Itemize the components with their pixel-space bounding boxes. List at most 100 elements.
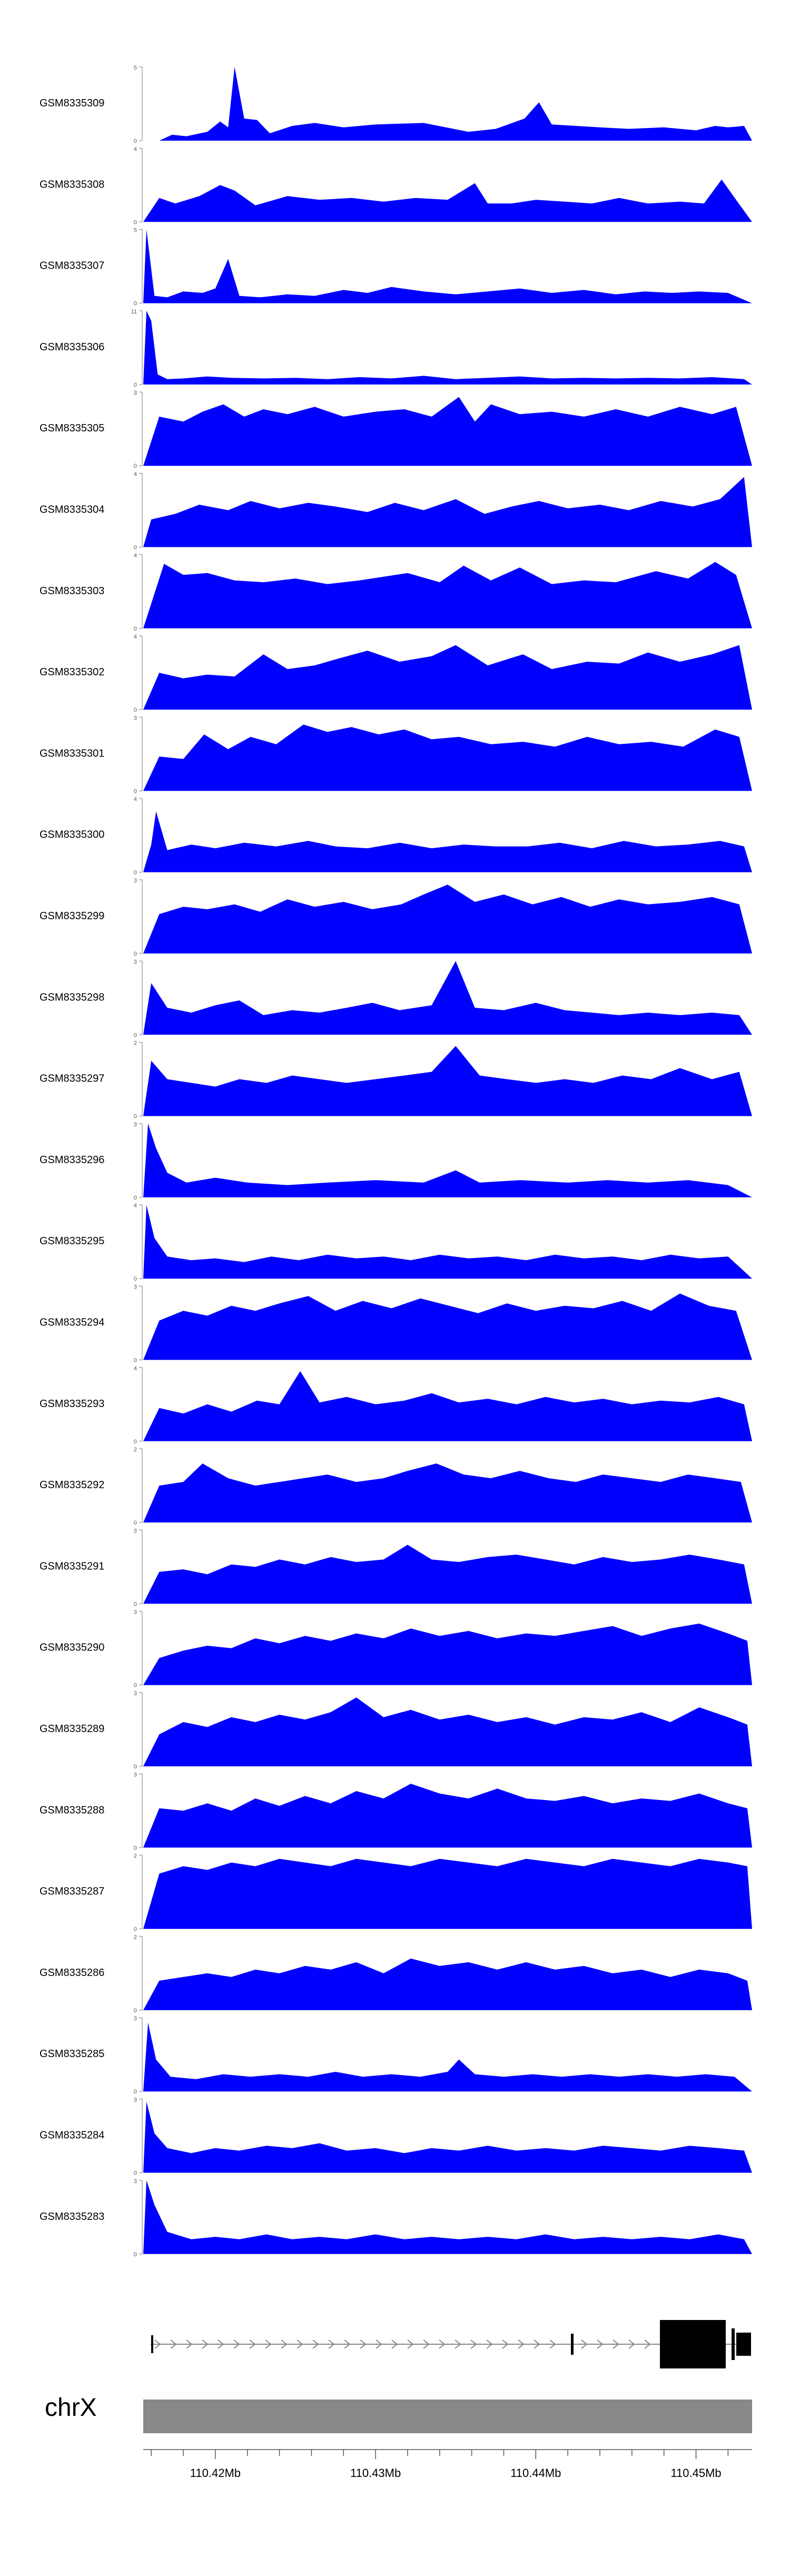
y-axis-min-label: 0 xyxy=(134,788,137,794)
y-axis-max-label: 3 xyxy=(134,1284,137,1291)
track-GSM8335306: GSM8335306 11 0 xyxy=(39,309,752,388)
strand-arrow-icon xyxy=(202,2339,209,2349)
strand-arrow-icon xyxy=(628,2339,635,2349)
track-GSM8335290: GSM8335290 3 0 xyxy=(39,1609,752,1689)
strand-arrow-icon xyxy=(328,2339,335,2349)
y-axis-max-label: 5 xyxy=(134,228,137,234)
y-axis-min-label: 0 xyxy=(134,870,137,876)
strand-arrow-icon xyxy=(534,2339,540,2349)
y-axis-min-label: 0 xyxy=(134,382,137,388)
y-axis-max-label: 4 xyxy=(134,1203,137,1209)
track-GSM8335286: GSM8335286 2 0 xyxy=(39,1934,752,2014)
track-label: GSM8335298 xyxy=(39,991,104,1003)
track-label: GSM8335296 xyxy=(39,1154,104,1166)
y-axis-min-label: 0 xyxy=(134,301,137,307)
y-axis-min-label: 0 xyxy=(134,626,137,632)
y-axis-max-label: 11 xyxy=(131,309,137,315)
track-label: GSM8335307 xyxy=(39,260,104,272)
coverage-area xyxy=(143,1293,752,1360)
y-axis-min-label: 0 xyxy=(134,1358,137,1364)
y-axis-max-label: 4 xyxy=(134,146,137,152)
y-axis-max-label: 4 xyxy=(134,471,137,478)
track-GSM8335309: GSM8335309 5 0 xyxy=(39,65,752,144)
coverage-area xyxy=(143,310,752,385)
x-axis-tick-label: 110.45Mb xyxy=(670,2466,721,2480)
y-axis-max-label: 3 xyxy=(134,2097,137,2103)
track-label: GSM8335299 xyxy=(39,910,104,922)
chromosome-bar xyxy=(143,2400,752,2433)
y-axis-max-label: 3 xyxy=(134,2015,137,2022)
y-axis-min-label: 0 xyxy=(134,1601,137,1607)
track-GSM8335293: GSM8335293 4 0 xyxy=(39,1365,752,1445)
track-GSM8335284: GSM8335284 3 0 xyxy=(39,2097,752,2177)
coverage-area xyxy=(143,724,752,791)
y-axis-max-label: 3 xyxy=(134,1609,137,1616)
track-label: GSM8335301 xyxy=(39,748,104,759)
coverage-area xyxy=(143,562,752,628)
y-axis-min-label: 0 xyxy=(134,707,137,713)
y-axis-min-label: 0 xyxy=(134,1276,137,1282)
strand-arrow-icon xyxy=(644,2339,651,2349)
y-axis-max-label: 2 xyxy=(134,1934,137,1941)
y-axis-max-label: 2 xyxy=(134,1447,137,1453)
track-label: GSM8335294 xyxy=(39,1317,104,1329)
chromosome-label: chrX xyxy=(45,2394,97,2422)
strand-arrow-icon xyxy=(455,2339,461,2349)
strand-arrow-icon xyxy=(597,2339,604,2349)
coverage-area xyxy=(143,2022,752,2092)
coverage-area xyxy=(143,179,752,222)
y-axis-min-label: 0 xyxy=(134,2251,137,2258)
track-label: GSM8335304 xyxy=(39,504,104,516)
y-axis-min-label: 0 xyxy=(134,2170,137,2177)
coverage-area xyxy=(143,2180,752,2254)
track-label: GSM8335283 xyxy=(39,2211,104,2223)
genome-axis-track: chrX 110.42Mb 110.43Mb 110.44Mb 110.45Mb xyxy=(45,2394,752,2480)
coverage-area xyxy=(143,1624,752,1685)
strand-arrow-icon xyxy=(391,2339,398,2349)
strand-arrow-icon xyxy=(218,2339,224,2349)
coverage-area xyxy=(143,1371,752,1441)
coverage-area xyxy=(143,2101,752,2173)
gene-exon-block xyxy=(660,2320,726,2368)
track-label: GSM8335285 xyxy=(39,2048,104,2060)
y-axis-min-label: 0 xyxy=(134,1764,137,1770)
track-GSM8335297: GSM8335297 2 0 xyxy=(39,1040,752,1120)
track-label: GSM8335309 xyxy=(39,97,104,109)
y-axis-max-label: 3 xyxy=(134,1772,137,1778)
strand-arrow-icon xyxy=(581,2339,588,2349)
x-axis-tick-label: 110.42Mb xyxy=(190,2466,241,2480)
coverage-area xyxy=(143,1123,752,1197)
track-GSM8335292: GSM8335292 2 0 xyxy=(39,1447,752,1526)
y-axis-max-label: 4 xyxy=(134,797,137,803)
strand-arrow-icon xyxy=(154,2339,161,2349)
strand-arrow-icon xyxy=(549,2339,556,2349)
coverage-area xyxy=(143,397,752,466)
track-GSM8335303: GSM8335303 4 0 xyxy=(39,553,752,632)
strand-arrow-icon xyxy=(312,2339,319,2349)
coverage-area xyxy=(143,1463,752,1523)
coverage-area xyxy=(143,67,752,141)
y-axis-max-label: 2 xyxy=(134,1040,137,1047)
coverage-tracks: GSM833530950GSM833530840GSM833530750GSM8… xyxy=(39,65,752,2258)
track-label: GSM8335290 xyxy=(39,1642,104,1654)
strand-arrow-icon xyxy=(518,2339,525,2349)
coverage-area xyxy=(143,477,752,547)
coverage-area xyxy=(143,1958,752,2010)
coverage-area xyxy=(143,1697,752,1766)
strand-arrow-icon xyxy=(344,2339,351,2349)
track-GSM8335298: GSM8335298 3 0 xyxy=(39,959,752,1038)
track-GSM8335300: GSM8335300 4 0 xyxy=(39,797,752,876)
y-axis-max-label: 2 xyxy=(134,1853,137,1860)
y-axis-max-label: 3 xyxy=(134,1528,137,1534)
track-label: GSM8335287 xyxy=(39,1886,104,1897)
y-axis-min-label: 0 xyxy=(134,219,137,225)
track-GSM8335289: GSM8335289 3 0 xyxy=(39,1690,752,1770)
track-GSM8335307: GSM8335307 5 0 xyxy=(39,228,752,307)
y-axis-min-label: 0 xyxy=(134,1845,137,1851)
coverage-area xyxy=(143,1545,752,1604)
y-axis-max-label: 3 xyxy=(134,2178,137,2185)
y-axis-min-label: 0 xyxy=(134,545,137,551)
track-label: GSM8335308 xyxy=(39,179,104,190)
strand-arrow-icon xyxy=(613,2339,619,2349)
